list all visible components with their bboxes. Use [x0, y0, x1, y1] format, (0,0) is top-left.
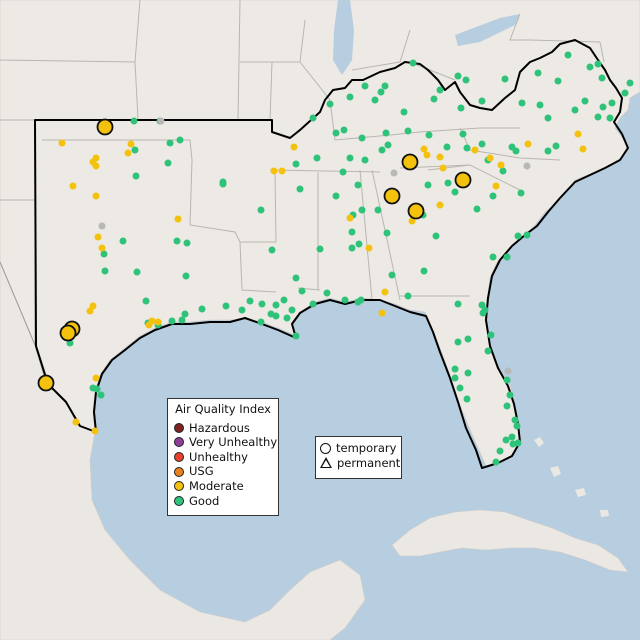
legend-label: Very Unhealthy [189, 435, 278, 450]
usg-swatch-icon [174, 466, 184, 477]
legend-label: Unhealthy [189, 449, 248, 464]
no-data-stations[interactable] [98, 117, 531, 375]
cuba [391, 509, 629, 573]
good-stations[interactable] [66, 51, 634, 466]
lake-michigan [333, 0, 354, 75]
bahamas-island [600, 510, 609, 517]
moderate-highlight-stations[interactable] [37, 118, 472, 392]
bahamas-island [534, 437, 544, 447]
legend-title: Air Quality Index [175, 402, 271, 416]
moderate-swatch-icon [174, 481, 184, 492]
region-outline [34, 39, 629, 469]
moderate-stations[interactable] [58, 130, 587, 435]
legend-item-temporary: temporary [316, 441, 401, 456]
legend-item-permanent: permanent [316, 456, 401, 471]
legend-item-usg: USG [168, 464, 278, 479]
legend-label: Moderate [189, 478, 244, 493]
legend-item-very-unhealthy: Very Unhealthy [168, 435, 278, 450]
legend-label: USG [189, 464, 214, 479]
legend-item-moderate: Moderate [168, 479, 278, 494]
hazardous-swatch-icon [174, 422, 184, 433]
legend-label: Good [189, 493, 220, 508]
legend-label: Hazardous [189, 420, 250, 435]
legend-item-good: Good [168, 494, 278, 509]
us-landmass [0, 0, 640, 467]
monitor-type-legend: temporary permanent [315, 436, 402, 479]
triangle-icon [320, 457, 332, 469]
very-unhealthy-swatch-icon [174, 437, 184, 448]
unhealthy-swatch-icon [174, 452, 184, 463]
legend-item-unhealthy: Unhealthy [168, 450, 278, 465]
circle-icon [320, 442, 331, 454]
legend-label: temporary [336, 441, 397, 455]
bahamas-island [550, 466, 561, 477]
legend-item-hazardous: Hazardous [168, 421, 278, 436]
bahamas-island [575, 488, 586, 497]
legend-label: permanent [337, 455, 401, 470]
lake-erie [455, 14, 520, 46]
good-swatch-icon [174, 495, 184, 506]
aqi-legend: Air Quality Index Hazardous Very Unhealt… [167, 398, 279, 516]
